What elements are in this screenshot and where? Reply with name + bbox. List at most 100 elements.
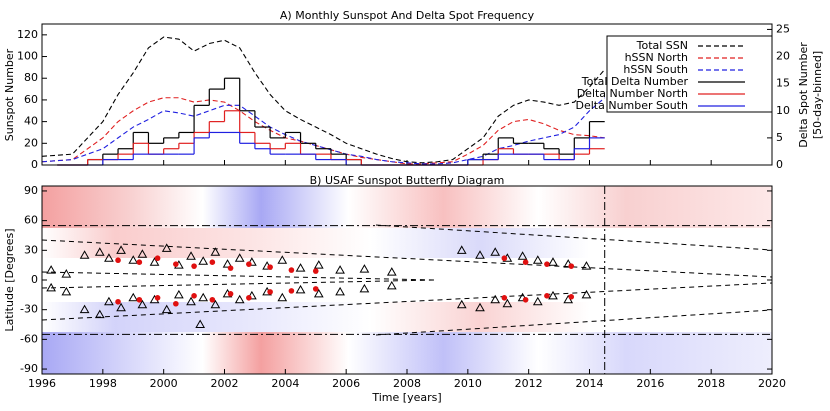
- plot-frame: [41, 23, 773, 166]
- delta-spot-dot: [136, 296, 143, 303]
- delta-spot-dot: [227, 265, 234, 271]
- delta-spot: [149, 257, 160, 266]
- ssn-line: [41, 36, 606, 164]
- delta-spot-dot: [115, 257, 121, 264]
- y-tick-label: 40: [24, 115, 38, 128]
- background-field: [42, 186, 772, 374]
- legend-label: hSSN North: [625, 51, 688, 64]
- delta-spot-dot: [209, 259, 216, 265]
- delta-spot-dot: [501, 295, 508, 301]
- delta-spot-dot: [267, 289, 273, 295]
- y-tick-label: 120: [17, 28, 38, 41]
- y-tick-label: 0: [31, 158, 38, 171]
- y-tick-label: 90: [24, 184, 38, 197]
- x-tick-label: 2002: [211, 377, 239, 390]
- field-mid-north: [42, 228, 772, 258]
- delta-spot: [313, 288, 324, 298]
- y2-tick-label: 25: [776, 22, 790, 35]
- panel-a-title: A) Monthly Sunspot And Delta Spot Freque…: [280, 9, 535, 22]
- legend-label: Delta Number South: [576, 99, 689, 112]
- delta-spot: [210, 247, 221, 256]
- delta-spot-dot: [568, 294, 575, 300]
- y2-axis-label: Delta Spot Number: [797, 42, 810, 148]
- delta-spot: [532, 255, 543, 264]
- delta-spot: [94, 247, 105, 256]
- y-tick-label: 30: [24, 243, 38, 256]
- x-tick-label: 2000: [150, 377, 178, 390]
- delta-spot: [61, 286, 72, 296]
- delta-spot-dot: [173, 261, 179, 267]
- delta-spot: [517, 251, 528, 260]
- delta-spot-dot: [154, 295, 161, 301]
- delta-spot: [186, 296, 196, 306]
- x-tick-label: 2018: [697, 377, 725, 390]
- field-south: [42, 332, 772, 374]
- dashed-line: [41, 279, 438, 289]
- y-tick-label: -60: [20, 332, 38, 345]
- delta-spot: [548, 257, 558, 266]
- delta-spot-dot: [154, 255, 161, 262]
- delta-spot: [128, 255, 139, 264]
- delta-spot: [277, 292, 288, 302]
- delta-spot: [198, 292, 209, 302]
- y-axis-label: Sunspot Number: [3, 48, 16, 141]
- delta-spot: [234, 253, 245, 262]
- delta-spot-dot: [267, 264, 273, 270]
- delta-spot: [137, 249, 148, 258]
- y2-tick-label: 10: [776, 104, 790, 117]
- y-tick-label: -30: [20, 303, 38, 316]
- delta-spot: [79, 304, 90, 314]
- delta-spot: [46, 282, 56, 292]
- delta-spot-dot: [522, 296, 529, 303]
- delta-spot: [79, 250, 90, 259]
- x-tick-label: 2006: [332, 377, 360, 390]
- delta-spot-dot: [136, 259, 143, 265]
- dashed-line: [41, 271, 438, 281]
- ssn-line: [41, 97, 606, 165]
- delta-spot: [335, 265, 345, 274]
- legend-label: Total Delta Number: [581, 75, 689, 88]
- x-tick-label: 2008: [393, 377, 421, 390]
- delta-spot: [532, 296, 543, 306]
- delta-spot-dot: [544, 261, 550, 267]
- dashed-line: [41, 282, 773, 321]
- y2-tick-label: 20: [776, 50, 790, 63]
- y-tick-label: 20: [24, 136, 38, 149]
- delta-spot-dot: [191, 293, 197, 299]
- delta-spot: [295, 263, 306, 272]
- step-connector: [87, 78, 591, 165]
- delta-spot-dot: [544, 293, 550, 299]
- delta-spot-dot: [246, 261, 252, 267]
- delta-spot: [161, 243, 172, 252]
- legend-label: Total SSN: [636, 39, 688, 52]
- delta-spot: [386, 280, 397, 290]
- legend-box: [606, 35, 773, 113]
- delta-spot: [490, 247, 501, 256]
- x-tick-label: 1996: [28, 377, 56, 390]
- delta-spot: [174, 289, 184, 299]
- delta-spot: [222, 259, 233, 268]
- x-axis-label: Time [years]: [371, 391, 441, 404]
- x-tick-label: 2004: [271, 377, 299, 390]
- delta-spot-dot: [288, 288, 295, 294]
- y-tick-label: 60: [24, 93, 38, 106]
- delta-spot-dot: [191, 263, 197, 269]
- delta-spot: [46, 265, 56, 274]
- x-tick-label: 2014: [576, 377, 604, 390]
- delta-spot: [386, 267, 397, 276]
- y-axis-label: Latitude [Degrees]: [3, 228, 16, 331]
- delta-spot: [359, 283, 370, 293]
- delta-spot-dot: [173, 300, 179, 307]
- field-north: [42, 186, 772, 228]
- field-mid-south: [42, 302, 772, 332]
- delta-spot: [161, 304, 172, 314]
- dashed-line: [41, 239, 773, 278]
- legend-label: Delta Number North: [577, 87, 688, 100]
- delta-spot: [548, 290, 558, 300]
- y-tick-label: -90: [20, 362, 38, 375]
- delta-spot: [234, 294, 245, 304]
- delta-spot: [198, 256, 209, 265]
- delta-spot: [456, 299, 467, 309]
